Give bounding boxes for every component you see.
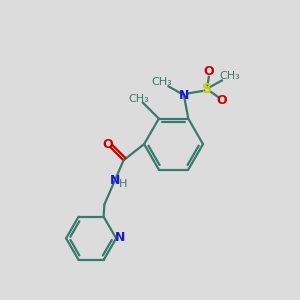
Text: H: H <box>119 179 127 189</box>
Text: CH₃: CH₃ <box>219 71 240 81</box>
Text: N: N <box>110 174 120 188</box>
Text: S: S <box>202 82 212 96</box>
Text: O: O <box>217 94 227 107</box>
Text: N: N <box>179 88 189 102</box>
Text: O: O <box>204 65 214 78</box>
Text: CH₃: CH₃ <box>129 94 149 104</box>
Text: O: O <box>103 138 113 151</box>
Text: N: N <box>115 231 125 244</box>
Text: CH₃: CH₃ <box>152 77 172 87</box>
